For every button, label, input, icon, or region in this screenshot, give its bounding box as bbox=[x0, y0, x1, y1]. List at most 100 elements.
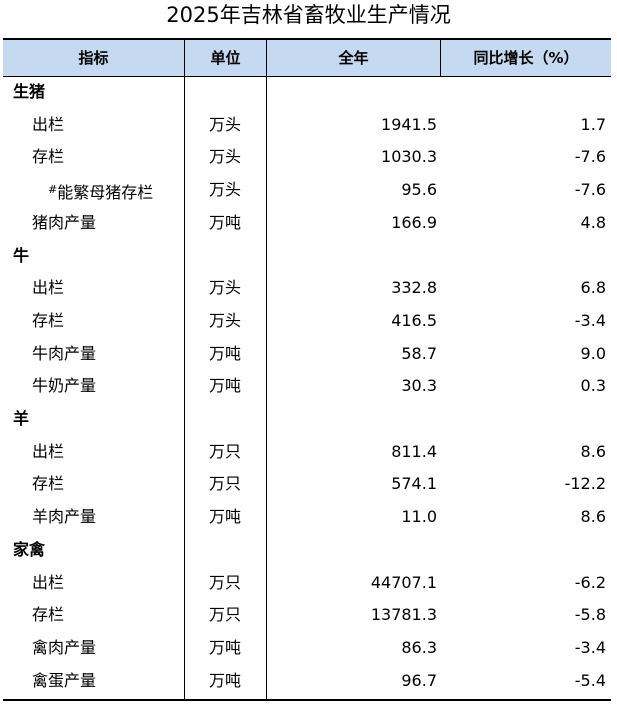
unit-cell: 万只 bbox=[208, 572, 241, 592]
table-header: 指标 单位 全年 同比增长（%） bbox=[3, 40, 611, 77]
table-row: 家禽 bbox=[3, 534, 611, 567]
table-row: 出栏 万只 44707.1 -6.2 bbox=[3, 567, 611, 600]
year-value-cell: 95.6 bbox=[401, 180, 437, 200]
table-row: 猪肉产量 万吨 166.9 4.8 bbox=[3, 207, 611, 240]
header-yoy: 同比增长（%） bbox=[473, 49, 579, 67]
year-value-cell: 30.3 bbox=[401, 376, 437, 396]
unit-cell: 万只 bbox=[208, 474, 241, 494]
table-row: 生猪 bbox=[3, 76, 611, 109]
unit-cell: 万头 bbox=[208, 147, 241, 167]
year-value-cell: 1030.3 bbox=[381, 147, 437, 167]
unit-cell bbox=[185, 403, 265, 436]
yoy-value-cell bbox=[441, 534, 606, 567]
yoy-value-cell: 8.6 bbox=[580, 507, 606, 527]
year-value-cell: 416.5 bbox=[391, 310, 437, 330]
yoy-value-cell: -7.6 bbox=[574, 147, 606, 167]
table-row: 羊 bbox=[3, 403, 611, 436]
table-row: 牛肉产量 万吨 58.7 9.0 bbox=[3, 338, 611, 371]
indicator-cell: 羊 bbox=[13, 409, 30, 428]
year-value-cell: 1941.5 bbox=[381, 114, 437, 134]
table-row: 出栏 万头 332.8 6.8 bbox=[3, 272, 611, 305]
yoy-value-cell: -12.2 bbox=[564, 474, 606, 494]
indicator-cell: 禽肉产量 bbox=[32, 637, 97, 657]
year-value-cell: 96.7 bbox=[401, 670, 437, 690]
header-indicator: 指标 bbox=[78, 49, 109, 67]
header-year: 全年 bbox=[338, 49, 369, 67]
table-row: 牛 bbox=[3, 240, 611, 273]
yoy-value-cell: 8.6 bbox=[580, 441, 606, 461]
indicator-cell: 猪肉产量 bbox=[32, 212, 97, 232]
year-value-cell: 574.1 bbox=[391, 474, 437, 494]
indicator-cell: 出栏 bbox=[32, 572, 65, 592]
yoy-value-cell: -3.4 bbox=[574, 637, 606, 657]
yoy-value-cell: -5.8 bbox=[574, 605, 606, 625]
yoy-value-cell: -3.4 bbox=[574, 310, 606, 330]
table-row: #能繁母猪存栏 万头 95.6 -7.6 bbox=[3, 174, 611, 207]
column-divider bbox=[184, 40, 185, 699]
yoy-value-cell: -5.4 bbox=[574, 670, 606, 690]
unit-cell: 万只 bbox=[208, 605, 241, 625]
indicator-cell: 出栏 bbox=[32, 114, 65, 134]
year-value-cell bbox=[267, 534, 437, 567]
table-row: 羊肉产量 万吨 11.0 8.6 bbox=[3, 501, 611, 534]
indicator-cell: 羊肉产量 bbox=[32, 507, 97, 527]
table-row: 牛奶产量 万吨 30.3 0.3 bbox=[3, 370, 611, 403]
table-row: 禽蛋产量 万吨 96.7 -5.4 bbox=[3, 665, 611, 698]
column-divider bbox=[266, 40, 267, 699]
year-value-cell bbox=[267, 240, 437, 273]
unit-cell: 万头 bbox=[208, 180, 241, 200]
unit-cell bbox=[185, 76, 265, 109]
year-value-cell bbox=[267, 76, 437, 109]
year-value-cell: 811.4 bbox=[391, 441, 437, 461]
unit-cell: 万吨 bbox=[208, 507, 241, 527]
indicator-cell: 出栏 bbox=[32, 441, 65, 461]
table-row: 出栏 万头 1941.5 1.7 bbox=[3, 109, 611, 142]
indicator-cell: 牛肉产量 bbox=[32, 343, 97, 363]
unit-cell bbox=[185, 240, 265, 273]
unit-cell: 万吨 bbox=[208, 637, 241, 657]
yoy-value-cell bbox=[441, 240, 606, 273]
yoy-value-cell: 4.8 bbox=[580, 212, 606, 232]
indicator-cell: 存栏 bbox=[32, 310, 65, 330]
indicator-cell: 牛奶产量 bbox=[32, 376, 97, 396]
year-value-cell: 166.9 bbox=[391, 212, 437, 232]
year-value-cell: 58.7 bbox=[401, 343, 437, 363]
indicator-cell: 家禽 bbox=[13, 539, 46, 559]
header-unit: 单位 bbox=[210, 49, 241, 67]
indicator-cell: 禽蛋产量 bbox=[32, 670, 97, 690]
table-row: 出栏 万只 811.4 8.6 bbox=[3, 436, 611, 469]
indicator-cell: 出栏 bbox=[32, 278, 65, 298]
yoy-value-cell bbox=[441, 403, 606, 436]
year-value-cell: 86.3 bbox=[401, 637, 437, 657]
yoy-value-cell: 9.0 bbox=[580, 343, 606, 363]
unit-cell: 万吨 bbox=[208, 670, 241, 690]
table-row: 存栏 万只 574.1 -12.2 bbox=[3, 468, 611, 501]
unit-cell: 万头 bbox=[208, 278, 241, 298]
page-title: 2025年吉林省畜牧业生产情况 bbox=[166, 3, 451, 27]
indicator-cell: 牛 bbox=[13, 245, 30, 265]
year-value-cell: 13781.3 bbox=[370, 605, 437, 625]
unit-cell: 万头 bbox=[208, 310, 241, 330]
indicator-cell: #能繁母猪存栏 bbox=[48, 183, 154, 203]
column-divider bbox=[440, 40, 441, 76]
yoy-value-cell: 1.7 bbox=[580, 114, 606, 134]
indicator-cell: 存栏 bbox=[32, 605, 65, 625]
livestock-table: 指标 单位 全年 同比增长（%） 生猪 出栏 万头 1941.5 1.7 存栏 万头 1030… bbox=[3, 38, 611, 701]
unit-cell bbox=[185, 534, 265, 567]
unit-cell: 万头 bbox=[208, 114, 241, 134]
yoy-value-cell: 6.8 bbox=[580, 278, 606, 298]
table-row: 存栏 万头 416.5 -3.4 bbox=[3, 305, 611, 338]
yoy-value-cell bbox=[441, 76, 606, 109]
table-row: 存栏 万只 13781.3 -5.8 bbox=[3, 599, 611, 632]
yoy-value-cell: -7.6 bbox=[574, 180, 606, 200]
year-value-cell bbox=[267, 403, 437, 436]
yoy-value-cell: -6.2 bbox=[574, 572, 606, 592]
unit-cell: 万只 bbox=[208, 441, 241, 461]
unit-cell: 万吨 bbox=[208, 212, 241, 232]
year-value-cell: 11.0 bbox=[401, 507, 437, 527]
indicator-cell: 生猪 bbox=[13, 82, 46, 101]
table-row: 存栏 万头 1030.3 -7.6 bbox=[3, 141, 611, 174]
unit-cell: 万吨 bbox=[208, 343, 241, 363]
year-value-cell: 332.8 bbox=[391, 278, 437, 298]
yoy-value-cell: 0.3 bbox=[580, 376, 606, 396]
